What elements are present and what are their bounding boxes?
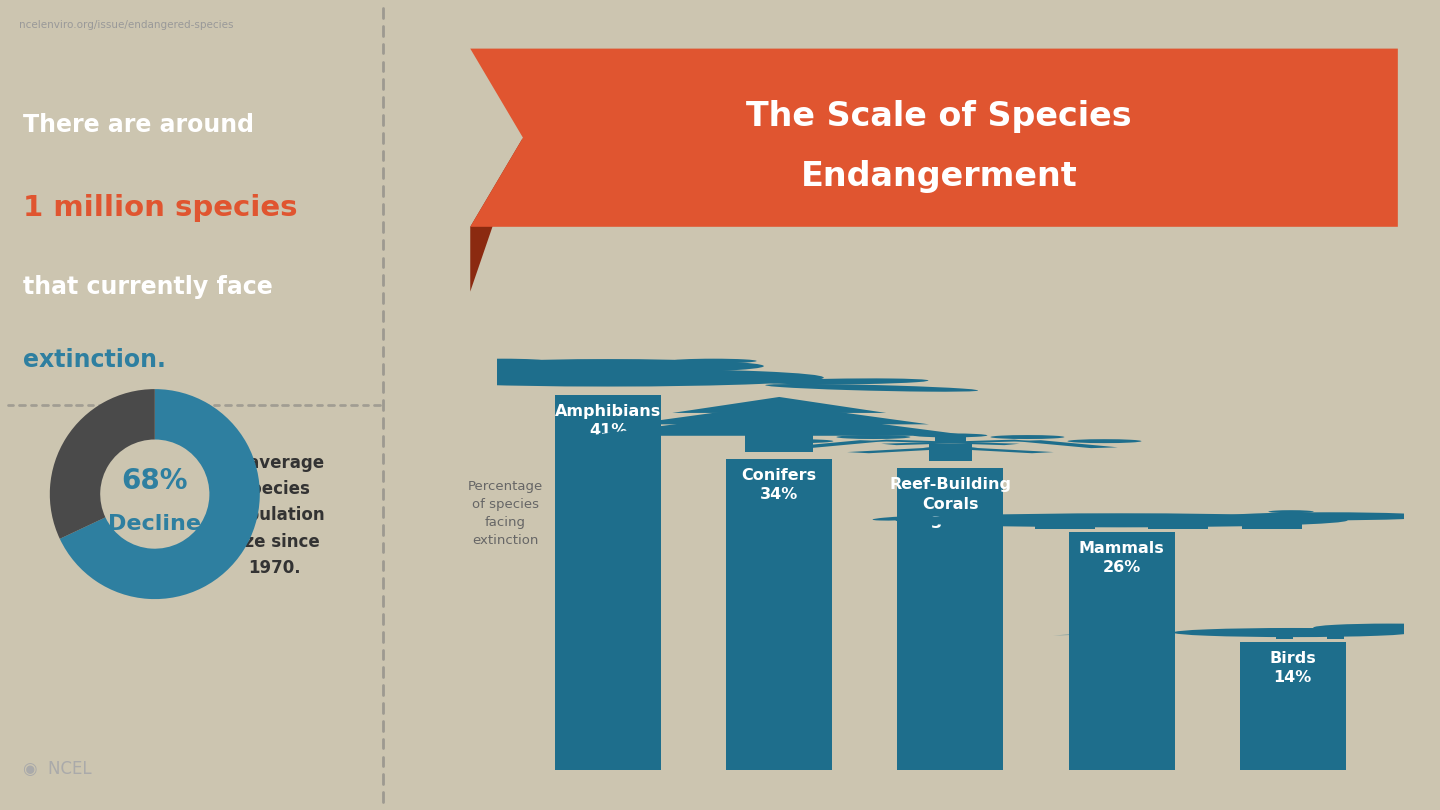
Text: Mammals
26%: Mammals 26%: [1079, 541, 1165, 575]
Ellipse shape: [452, 359, 763, 373]
Wedge shape: [60, 389, 259, 599]
Ellipse shape: [873, 516, 933, 521]
Text: Reef-Building
Corals
33%: Reef-Building Corals 33%: [890, 477, 1011, 531]
Text: Endangerment: Endangerment: [801, 160, 1077, 194]
Ellipse shape: [768, 378, 929, 385]
Wedge shape: [50, 389, 156, 539]
Bar: [1276, 635, 1293, 639]
Ellipse shape: [238, 384, 451, 392]
Circle shape: [1313, 624, 1440, 632]
Polygon shape: [586, 411, 972, 436]
Ellipse shape: [896, 514, 1348, 527]
Circle shape: [837, 435, 910, 439]
Text: in average
species
population
size since
1970.: in average species population size since…: [225, 454, 325, 578]
Text: Percentage
of species
facing
extinction: Percentage of species facing extinction: [468, 480, 543, 548]
Bar: [1035, 522, 1096, 530]
Bar: [871, 440, 1020, 446]
Ellipse shape: [765, 384, 978, 392]
Text: Decline: Decline: [108, 514, 202, 534]
Ellipse shape: [1269, 510, 1313, 514]
Bar: [1014, 440, 1117, 448]
Polygon shape: [629, 404, 929, 424]
Text: ◉  NCEL: ◉ NCEL: [23, 760, 92, 778]
Bar: [897, 468, 1004, 770]
Ellipse shape: [1174, 628, 1413, 637]
Polygon shape: [672, 397, 886, 413]
Text: ncelenviro.org/issue/endangered-species: ncelenviro.org/issue/endangered-species: [19, 20, 233, 30]
Bar: [783, 440, 887, 448]
Bar: [726, 459, 832, 770]
Ellipse shape: [459, 359, 546, 363]
Polygon shape: [471, 49, 1398, 227]
Text: extinction.: extinction.: [23, 348, 166, 373]
Circle shape: [913, 433, 988, 437]
Text: The Scale of Species: The Scale of Species: [746, 100, 1132, 133]
Text: Amphibians
41%: Amphibians 41%: [554, 404, 661, 438]
Text: Conifers
34%: Conifers 34%: [742, 468, 816, 502]
Polygon shape: [1053, 631, 1174, 635]
Polygon shape: [1404, 508, 1440, 514]
Text: that currently face: that currently face: [23, 275, 272, 300]
Circle shape: [991, 435, 1064, 439]
Bar: [1148, 522, 1208, 530]
Bar: [1068, 532, 1175, 770]
Ellipse shape: [288, 378, 449, 385]
Ellipse shape: [392, 369, 824, 386]
Text: There are around: There are around: [23, 113, 253, 138]
Bar: [940, 522, 1001, 530]
Text: 68%: 68%: [121, 467, 189, 496]
Bar: [744, 433, 814, 452]
Bar: [935, 435, 966, 443]
Ellipse shape: [671, 359, 756, 363]
Bar: [923, 446, 1054, 454]
Bar: [1240, 642, 1346, 769]
Bar: [554, 395, 661, 770]
Ellipse shape: [1225, 512, 1433, 520]
Polygon shape: [471, 138, 523, 292]
Circle shape: [759, 439, 834, 443]
Bar: [881, 440, 1030, 446]
Text: Birds
14%: Birds 14%: [1270, 650, 1316, 685]
Bar: [1243, 522, 1302, 530]
Circle shape: [1067, 439, 1142, 443]
Text: 1 million species: 1 million species: [23, 194, 298, 223]
Bar: [1328, 635, 1344, 639]
Bar: [847, 446, 978, 454]
Bar: [929, 445, 972, 461]
